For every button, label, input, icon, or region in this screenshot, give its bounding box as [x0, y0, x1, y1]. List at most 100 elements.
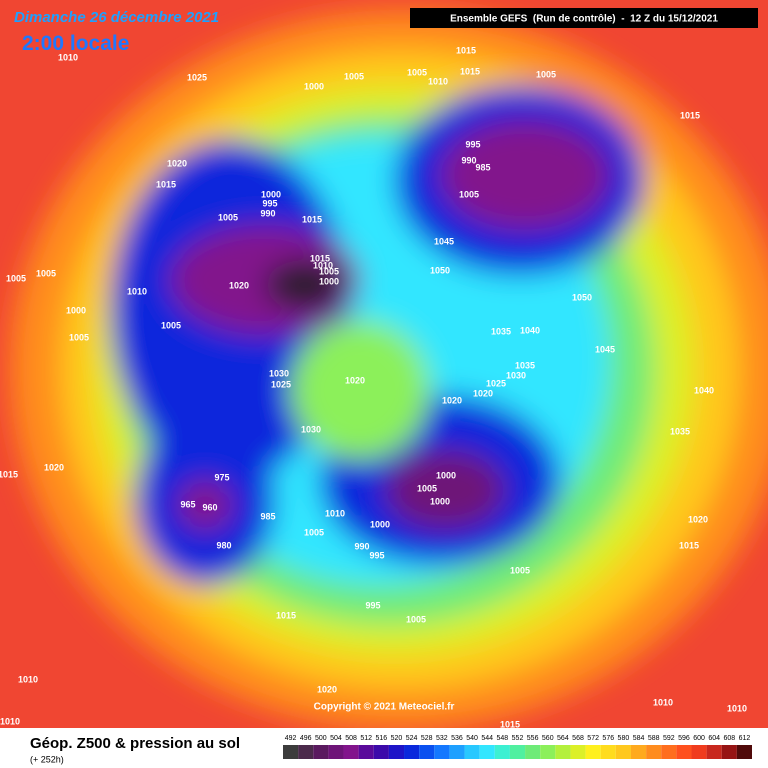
isobar-label: 1005	[536, 69, 556, 79]
scale-swatch	[555, 745, 571, 759]
scale-label: 568	[572, 735, 584, 742]
isobar-label: 1000	[261, 189, 281, 199]
scale-label: 608	[723, 735, 735, 742]
isobar-label: 1000	[66, 305, 86, 315]
scale-swatch	[358, 745, 374, 759]
footer-title: Géop. Z500 & pression au sol	[30, 735, 240, 752]
isobar-label: 1035	[515, 360, 535, 370]
isobar-label: 1020	[345, 375, 365, 385]
scale-label: 564	[557, 735, 569, 742]
isobar-label: 1050	[430, 265, 450, 275]
isobar-label: 1020	[44, 462, 64, 472]
scale-label: 524	[406, 735, 418, 742]
scale-swatch	[434, 745, 450, 759]
date: Dimanche 26 décembre 2021	[14, 9, 219, 26]
scale-swatch	[509, 745, 526, 759]
isobar-label: 1015	[0, 469, 18, 479]
isobar-label: 1035	[491, 326, 511, 336]
local-time: 2:00 locale	[22, 32, 129, 55]
isobar-label: 1005	[161, 320, 181, 330]
isobar-label: 995	[365, 600, 380, 610]
isobar-label: 1005	[344, 71, 364, 81]
isobar-label: 985	[475, 162, 490, 172]
isobar-label: 1000	[436, 470, 456, 480]
scale-label: 580	[618, 735, 630, 742]
scale-swatch	[615, 745, 631, 759]
isobar-label: 1040	[520, 325, 540, 335]
isobar-label: 960	[202, 502, 217, 512]
isobar-label: 1020	[229, 280, 249, 290]
isobar-label: 1035	[670, 426, 690, 436]
isobar-label: 990	[260, 208, 275, 218]
isobar-label: 985	[260, 511, 275, 521]
isobar-label: 1010	[127, 286, 147, 296]
scale-swatch	[676, 745, 692, 759]
isobar-label: 1005	[218, 212, 238, 222]
isobar-label: 1005	[407, 67, 427, 77]
scale-label: 500	[315, 735, 327, 742]
isobar-label: 1005	[417, 483, 437, 493]
scale-swatch	[525, 745, 541, 759]
footer-lead: (+ 252h)	[30, 754, 64, 764]
isobar-label: 1005	[319, 266, 339, 276]
scale-swatch	[419, 745, 435, 759]
isobar-label: 980	[216, 540, 231, 550]
geopotential-field	[10, 10, 768, 730]
scale-label: 592	[663, 735, 675, 742]
isobar-label: 1005	[406, 614, 426, 624]
scale-label: 604	[708, 735, 720, 742]
scale-label: 588	[648, 735, 660, 742]
scale-label: 532	[436, 735, 448, 742]
scale-label: 520	[391, 735, 403, 742]
isobar-label: 1015	[679, 540, 699, 550]
scale-label: 512	[360, 735, 372, 742]
isobar-label: 1045	[595, 344, 615, 354]
scale-label: 528	[421, 735, 433, 742]
isobar-label: 1015	[276, 610, 296, 620]
scale-label: 536	[451, 735, 463, 742]
scale-swatch	[630, 745, 647, 759]
isobar-label: 965	[180, 499, 195, 509]
isobar-label: 995	[369, 550, 384, 560]
scale-label: 496	[300, 735, 312, 742]
isobar-label: 1025	[187, 72, 207, 82]
isobar-label: 1020	[167, 158, 187, 168]
scale-label: 504	[330, 735, 342, 742]
scale-label: 572	[587, 735, 599, 742]
color-scale: 492 496 500 504 508 512 516 520 524 528 532 536 540 5…	[283, 735, 752, 759]
isobar-label: 1010	[325, 508, 345, 518]
scale-swatch	[388, 745, 405, 759]
scale-swatch	[570, 745, 586, 759]
scale-swatch	[721, 745, 737, 759]
isobar-label: 995	[262, 198, 277, 208]
isobar-label: 1010	[653, 697, 673, 707]
isobar-label: 1030	[301, 424, 321, 434]
scale-swatch	[298, 745, 314, 759]
isobar-label: 995	[465, 139, 480, 149]
isobar-label: 1025	[271, 379, 291, 389]
isobar-label: 1030	[506, 370, 526, 380]
run-box	[410, 8, 758, 28]
scale-swatch	[343, 745, 359, 759]
isobar-label: 1040	[694, 385, 714, 395]
scale-label: 584	[633, 735, 645, 742]
isobar-label: 1005	[510, 565, 530, 575]
isobar-label: 1005	[304, 527, 324, 537]
isobar-label: 1010	[428, 76, 448, 86]
isobar-label: 1020	[473, 388, 493, 398]
scale-swatch	[283, 745, 299, 759]
isobar-label: 1010	[727, 703, 747, 713]
scale-swatch	[464, 745, 480, 759]
isobar-label: 1005	[6, 273, 26, 283]
isobar-label: 1000	[370, 519, 390, 529]
scale-label: 560	[542, 735, 554, 742]
scale-label: 548	[497, 735, 509, 742]
scale-swatch	[328, 745, 344, 759]
isobar-label: 1000	[430, 496, 450, 506]
scale-label: 552	[512, 735, 524, 742]
scale-swatch	[706, 745, 722, 759]
isobar-label: 1005	[36, 268, 56, 278]
scale-swatch	[479, 745, 495, 759]
